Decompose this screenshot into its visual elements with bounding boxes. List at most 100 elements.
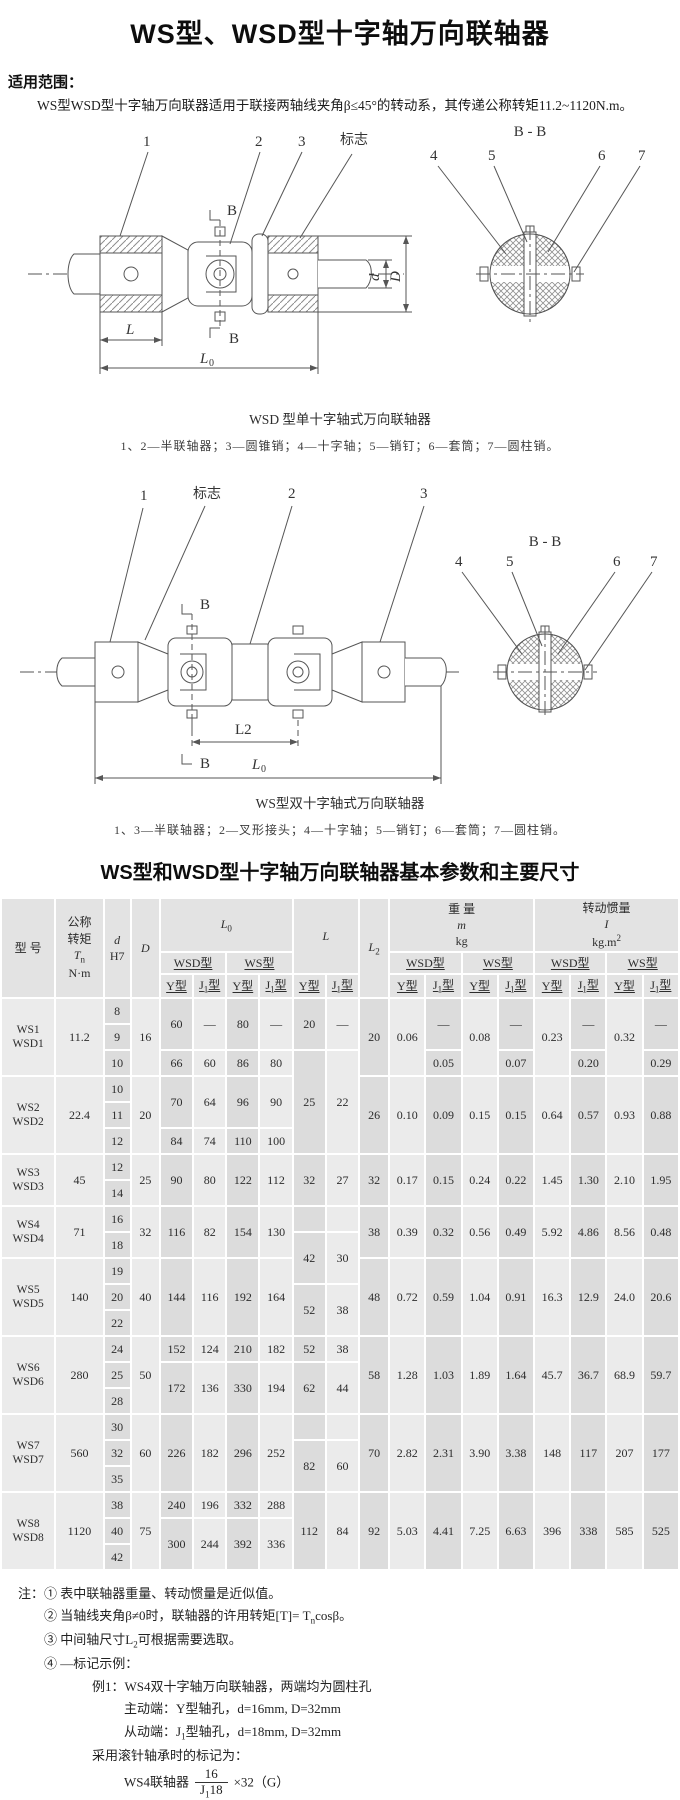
table-cell: 42 <box>102 1543 132 1571</box>
table-cell: 110 <box>225 1127 261 1155</box>
table-cell: 20 <box>129 1075 161 1155</box>
table-row: 18 42 30 <box>1 1231 679 1285</box>
table-cell: 80 <box>192 1153 228 1207</box>
leader-3 <box>379 505 425 643</box>
table-cell: 1120 <box>54 1491 105 1571</box>
subheader-y: Y型 <box>225 973 261 999</box>
table-cell: 92 <box>358 1491 391 1571</box>
table-cell: 177 <box>641 1413 680 1493</box>
dim-L <box>99 312 163 346</box>
table-cell: 27 <box>324 1153 361 1207</box>
note-3: ③ 中间轴尺寸L2可根据需要选取。 <box>44 1632 242 1651</box>
callout-mark: 标志 <box>193 486 221 502</box>
col-header-L0: L0 <box>158 897 294 953</box>
section-bracket-top <box>209 210 220 221</box>
table-cell: 0.22 <box>496 1153 536 1207</box>
dim-label-L2: L2 <box>235 722 252 738</box>
dim-L0 <box>99 312 319 374</box>
table-row: WS1 WSD1 11.2 8 16 60—80—20—20 0.06—0.08—0.23… <box>0 997 680 1077</box>
table-cell: 1.89 <box>460 1335 499 1415</box>
note-example-1: 例1：WS4双十字轴万向联轴器，两端均为圆柱孔 <box>92 1678 372 1694</box>
table-cell: 45 <box>54 1153 105 1207</box>
section-title: B - B <box>529 534 562 550</box>
table-cell: 70 <box>358 1413 391 1493</box>
table-cell: 288 <box>258 1491 294 1519</box>
leader-5 <box>493 165 528 243</box>
table-cell: 59.7 <box>641 1335 680 1415</box>
table-cell: 32 <box>358 1153 391 1207</box>
table-cell: 0.17 <box>388 1153 427 1207</box>
figure1-legend: 1、2—半联轴器；3—圆锥销；4—十字轴；5—销钉；6—套筒；7—圆柱销。 <box>120 439 560 453</box>
table-row: WS5 WSD5 140 19 40 144 116 192 164 48 0.72 0.59 1.0… <box>0 1257 680 1337</box>
table-row: 42 <box>1 1543 679 1571</box>
subheader-wsd: WSD型 <box>388 951 463 975</box>
table-cell: 192 <box>225 1257 261 1337</box>
table-cell: 0.08 <box>460 997 499 1077</box>
table-cell: 1.64 <box>496 1335 536 1415</box>
table-cell: 112 <box>291 1491 327 1571</box>
leader-4 <box>437 165 507 255</box>
table-cell: 130 <box>258 1205 294 1259</box>
col-header-L: L <box>291 897 361 975</box>
table-cell: — <box>424 997 463 1051</box>
section-bracket-bottom <box>209 327 220 338</box>
table-cell: 0.05 <box>424 1049 463 1077</box>
table-cell: 90 <box>158 1153 195 1207</box>
table-cell: 30 <box>102 1413 132 1441</box>
table-cell: 66 <box>158 1049 195 1077</box>
figure2: B - B 1 标志 2 3 4 5 6 7 B B L2 L 0 WS型双十字… <box>0 468 680 838</box>
table-cell: 244 <box>192 1517 228 1571</box>
dim-label-L: L <box>125 322 134 338</box>
leader-3 <box>261 151 303 237</box>
table-cell: 25 <box>102 1361 132 1389</box>
section-bracket-top <box>181 604 192 615</box>
table-row: 35 <box>1 1465 679 1493</box>
table-cell: 0.07 <box>496 1049 536 1077</box>
callout-mark: 标志 <box>340 132 368 148</box>
table-cell: 82 <box>192 1205 228 1259</box>
table-cell: 100 <box>258 1127 294 1155</box>
table-cell: 38 <box>358 1205 391 1259</box>
table-cell: 86 <box>225 1049 261 1077</box>
table-cell: 20 <box>291 997 327 1051</box>
fork-joint-right <box>267 625 333 719</box>
leader-1 <box>109 507 144 643</box>
table-cell: 252 <box>258 1413 294 1493</box>
table-cell: 0.20 <box>569 1049 608 1077</box>
table-cell: 0.56 <box>460 1205 499 1259</box>
table-cell: 40 <box>102 1517 132 1545</box>
section-title: B - B <box>514 124 547 140</box>
table-cell: 3.38 <box>496 1413 536 1493</box>
table-row: 12 84 74 110 100 <box>1 1127 679 1155</box>
table-cell: 144 <box>158 1257 195 1337</box>
subheader-j1: J1型 <box>496 973 536 999</box>
table-cell: 0.91 <box>496 1257 536 1337</box>
sleeve-ring <box>251 233 269 315</box>
table-row: 25 172 136 330 194 62 44 <box>1 1361 679 1415</box>
table-cell: 0.72 <box>388 1257 427 1337</box>
table-cell <box>324 1413 361 1441</box>
table-cell: 396 <box>533 1491 572 1571</box>
table-cell: 117 <box>569 1413 608 1493</box>
marking-prefix: WS4联轴器 <box>124 1774 190 1790</box>
table-cell: 4.86 <box>569 1205 608 1259</box>
callout-2: 2 <box>288 486 296 502</box>
table-cell: 194 <box>258 1361 294 1415</box>
table-cell <box>324 1205 361 1233</box>
callout-1: 1 <box>143 134 151 150</box>
dim-label-L0: L <box>251 757 260 773</box>
subheader-j1: J1型 <box>569 973 608 999</box>
pin-bottom <box>292 709 304 719</box>
table-cell: 8.56 <box>605 1205 644 1259</box>
leader-2 <box>249 505 293 645</box>
callout-2: 2 <box>255 134 263 150</box>
table-cell: 226 <box>158 1413 195 1493</box>
leader-1 <box>119 151 149 237</box>
table-cell: 0.57 <box>569 1075 608 1155</box>
subheader-y: Y型 <box>388 973 427 999</box>
table-cell: 74 <box>192 1127 228 1155</box>
subheader-y: Y型 <box>291 973 327 999</box>
table-cell: 140 <box>54 1257 105 1337</box>
table-row: 40 300 244 392 336 <box>1 1517 679 1571</box>
table-cell: 1.04 <box>460 1257 499 1337</box>
